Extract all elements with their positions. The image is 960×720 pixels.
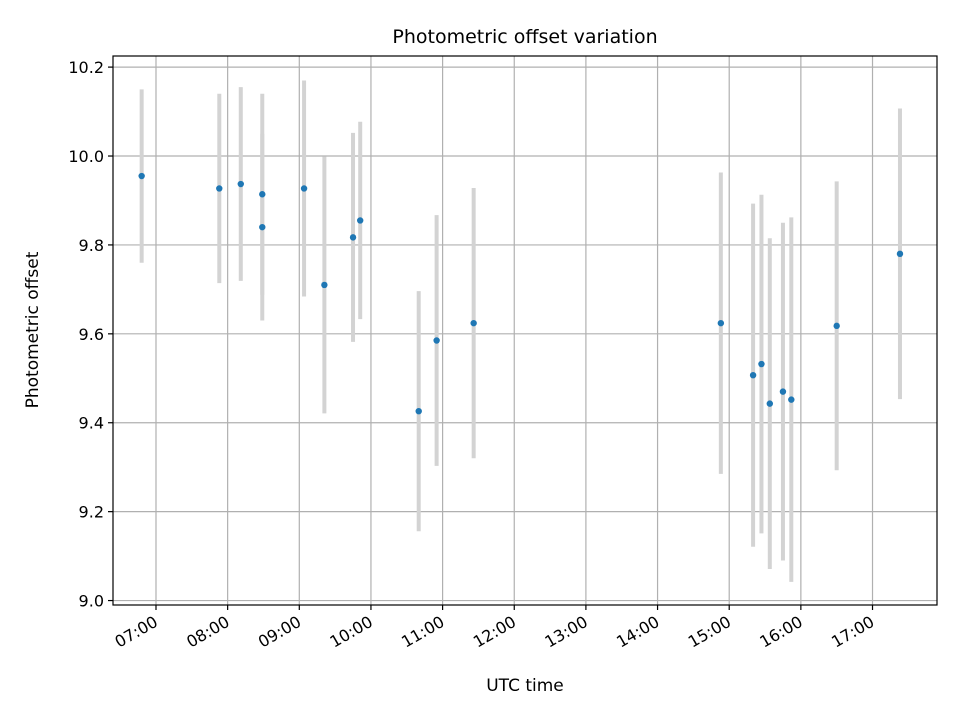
data-points bbox=[138, 172, 904, 415]
y-tick-label: 9.8 bbox=[79, 236, 104, 255]
data-point bbox=[415, 407, 422, 415]
chart-title: Photometric offset variation bbox=[392, 26, 657, 48]
y-axis-label: Photometric offset bbox=[23, 251, 43, 408]
data-point bbox=[349, 234, 357, 241]
data-point bbox=[237, 180, 244, 188]
y-axis-ticks: 9.0 9.2 9.4 9.6 9.8 10.0 10.2 bbox=[68, 58, 113, 611]
plot-frame bbox=[112, 55, 938, 606]
data-point bbox=[321, 281, 328, 289]
data-point bbox=[259, 191, 266, 198]
data-point bbox=[766, 400, 774, 407]
data-point bbox=[470, 319, 477, 327]
data-point bbox=[833, 322, 840, 330]
gridlines bbox=[113, 56, 937, 605]
data-point bbox=[216, 185, 223, 192]
y-tick-label: 9.2 bbox=[79, 503, 104, 522]
data-point bbox=[259, 223, 266, 231]
data-point bbox=[300, 185, 308, 192]
data-point bbox=[896, 250, 904, 258]
y-tick-label: 9.0 bbox=[79, 592, 104, 611]
data-point bbox=[788, 396, 795, 403]
x-axis-label: UTC time bbox=[486, 676, 564, 696]
y-tick-label: 9.6 bbox=[79, 325, 104, 344]
data-point bbox=[779, 388, 787, 395]
data-point bbox=[717, 319, 725, 327]
data-point bbox=[749, 371, 757, 379]
y-tick-label: 9.4 bbox=[79, 414, 104, 433]
data-point bbox=[433, 337, 440, 344]
data-point bbox=[357, 217, 364, 224]
data-point bbox=[758, 360, 765, 368]
y-tick-label: 10.2 bbox=[68, 58, 104, 77]
y-tick-label: 10.0 bbox=[68, 147, 104, 166]
data-point bbox=[138, 172, 145, 180]
